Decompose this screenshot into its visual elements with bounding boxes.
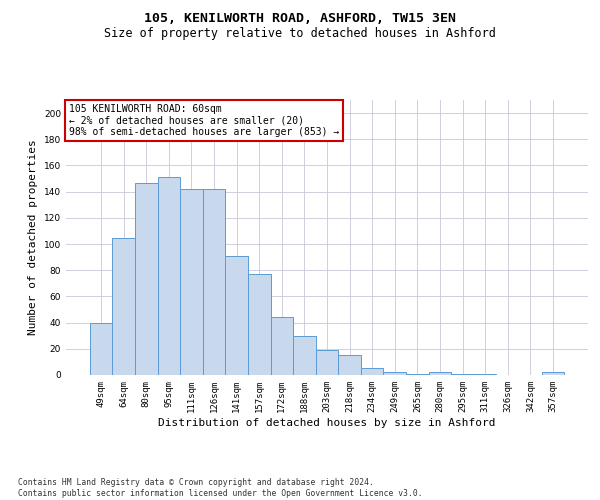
- Bar: [271, 318, 293, 375]
- Bar: [451, 374, 474, 375]
- Bar: [316, 350, 338, 375]
- Bar: [474, 374, 496, 375]
- Y-axis label: Number of detached properties: Number of detached properties: [28, 140, 38, 336]
- Bar: [180, 189, 203, 375]
- Bar: [542, 372, 564, 375]
- Bar: [135, 182, 158, 375]
- Bar: [406, 374, 428, 375]
- Text: Size of property relative to detached houses in Ashford: Size of property relative to detached ho…: [104, 28, 496, 40]
- Bar: [203, 189, 226, 375]
- Bar: [158, 178, 180, 375]
- Bar: [428, 372, 451, 375]
- Text: Contains HM Land Registry data © Crown copyright and database right 2024.
Contai: Contains HM Land Registry data © Crown c…: [18, 478, 422, 498]
- X-axis label: Distribution of detached houses by size in Ashford: Distribution of detached houses by size …: [158, 418, 496, 428]
- Bar: [90, 322, 112, 375]
- Bar: [248, 274, 271, 375]
- Bar: [293, 336, 316, 375]
- Bar: [383, 372, 406, 375]
- Bar: [226, 256, 248, 375]
- Bar: [112, 238, 135, 375]
- Text: 105 KENILWORTH ROAD: 60sqm
← 2% of detached houses are smaller (20)
98% of semi-: 105 KENILWORTH ROAD: 60sqm ← 2% of detac…: [68, 104, 339, 138]
- Bar: [338, 356, 361, 375]
- Text: 105, KENILWORTH ROAD, ASHFORD, TW15 3EN: 105, KENILWORTH ROAD, ASHFORD, TW15 3EN: [144, 12, 456, 26]
- Bar: [361, 368, 383, 375]
